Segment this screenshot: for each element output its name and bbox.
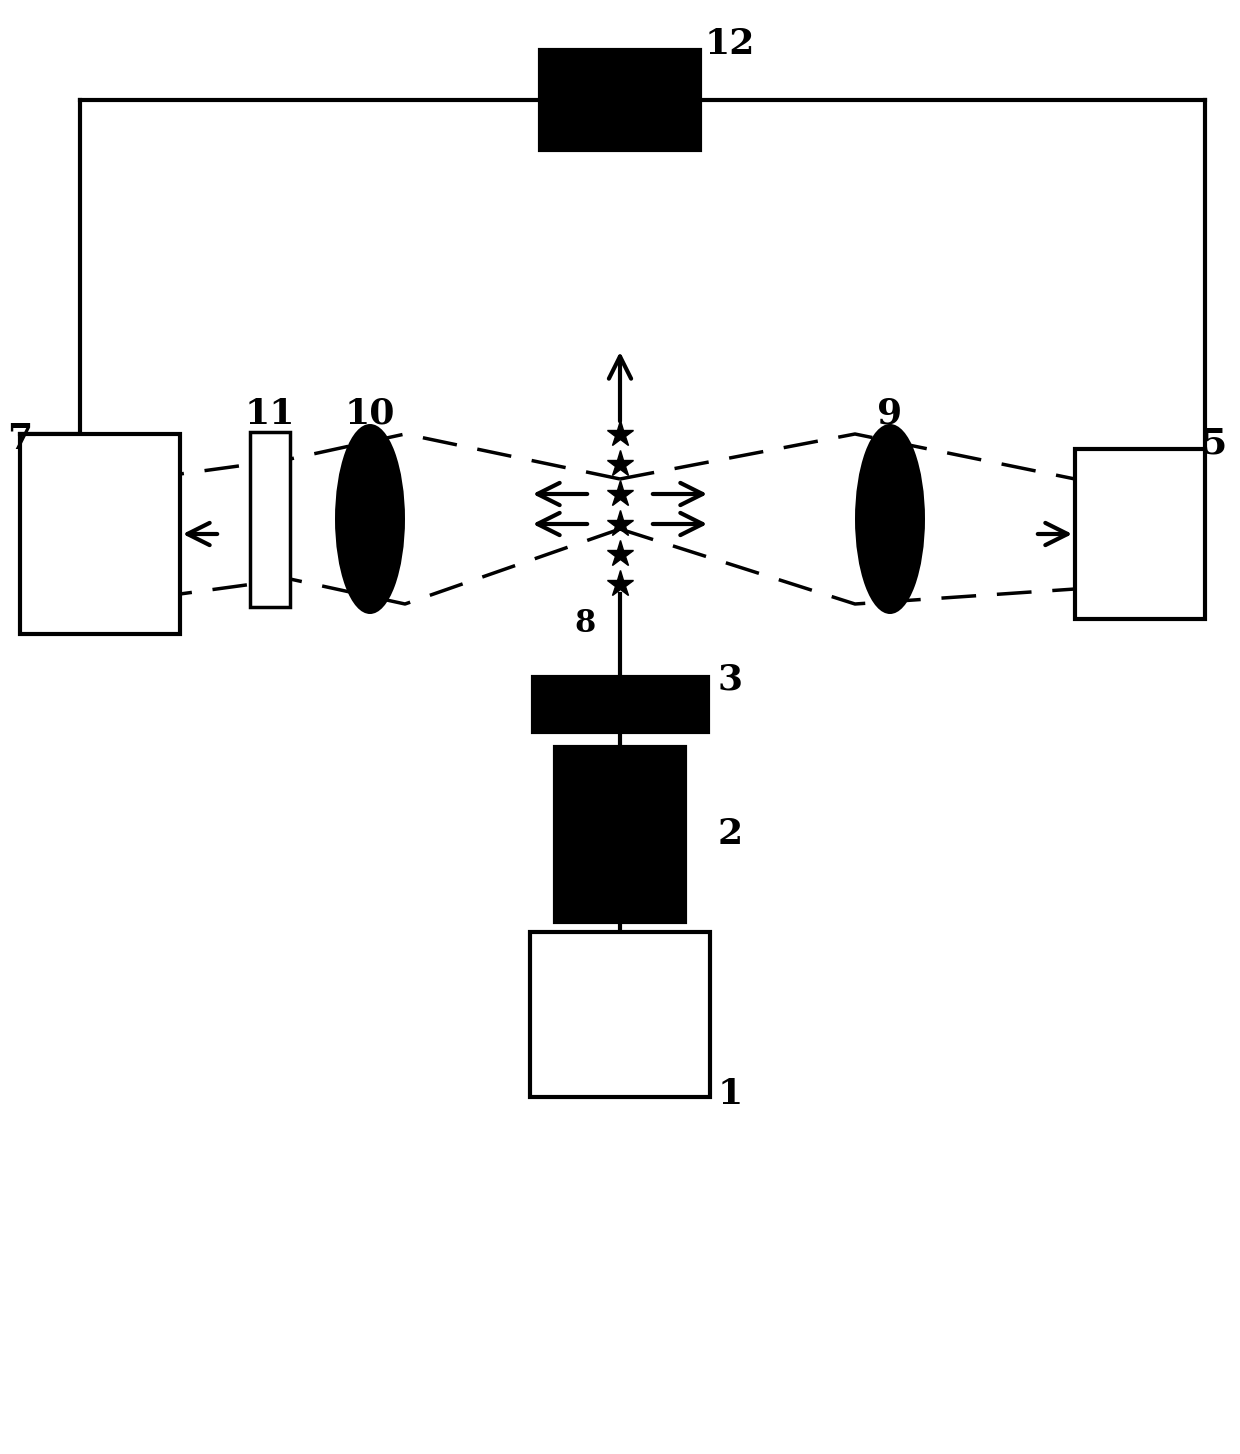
Text: 7: 7 [7,422,32,457]
Text: 5: 5 [1203,427,1228,461]
Text: 10: 10 [345,397,396,430]
Bar [250,432,290,606]
Bar [539,49,701,150]
Text: 11: 11 [244,397,295,430]
Text: 8: 8 [574,609,595,640]
Bar [20,433,180,634]
Text: 3: 3 [718,662,743,696]
Text: 2: 2 [718,817,743,851]
Bar [556,746,684,922]
Text: 9: 9 [878,397,903,430]
Bar [532,676,708,731]
Ellipse shape [856,425,925,614]
Bar [529,932,711,1096]
Ellipse shape [335,425,405,614]
Text: 12: 12 [704,28,755,61]
Bar [1075,449,1205,619]
Text: 1: 1 [718,1077,743,1111]
